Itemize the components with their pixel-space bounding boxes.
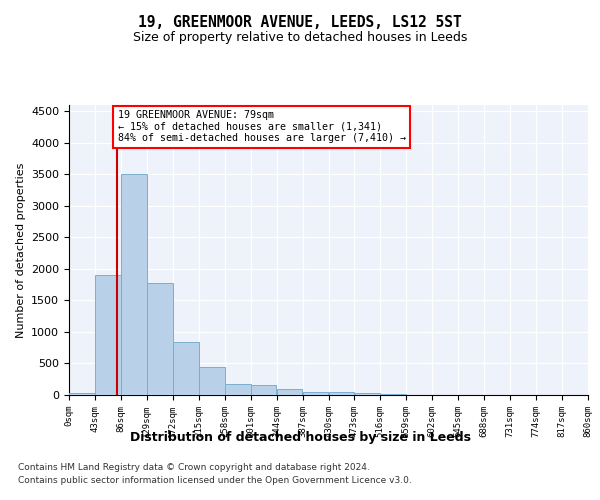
Bar [277, 390, 302, 395]
Bar [95, 275, 121, 395]
Text: Contains public sector information licensed under the Open Government Licence v3: Contains public sector information licen… [18, 476, 412, 485]
Text: Distribution of detached houses by size in Leeds: Distribution of detached houses by size … [130, 431, 470, 444]
Bar [355, 393, 380, 395]
Bar [69, 393, 95, 395]
Bar [173, 342, 199, 395]
Text: 19 GREENMOOR AVENUE: 79sqm
← 15% of detached houses are smaller (1,341)
84% of s: 19 GREENMOOR AVENUE: 79sqm ← 15% of deta… [118, 110, 406, 143]
Text: Size of property relative to detached houses in Leeds: Size of property relative to detached ho… [133, 31, 467, 44]
Bar [302, 392, 328, 395]
Bar [251, 384, 277, 395]
Bar [225, 384, 251, 395]
Text: Contains HM Land Registry data © Crown copyright and database right 2024.: Contains HM Land Registry data © Crown c… [18, 464, 370, 472]
Bar [147, 283, 173, 395]
Bar [199, 366, 224, 395]
Bar [121, 174, 147, 395]
Bar [329, 392, 355, 395]
Text: 19, GREENMOOR AVENUE, LEEDS, LS12 5ST: 19, GREENMOOR AVENUE, LEEDS, LS12 5ST [138, 15, 462, 30]
Y-axis label: Number of detached properties: Number of detached properties [16, 162, 26, 338]
Bar [380, 394, 406, 395]
